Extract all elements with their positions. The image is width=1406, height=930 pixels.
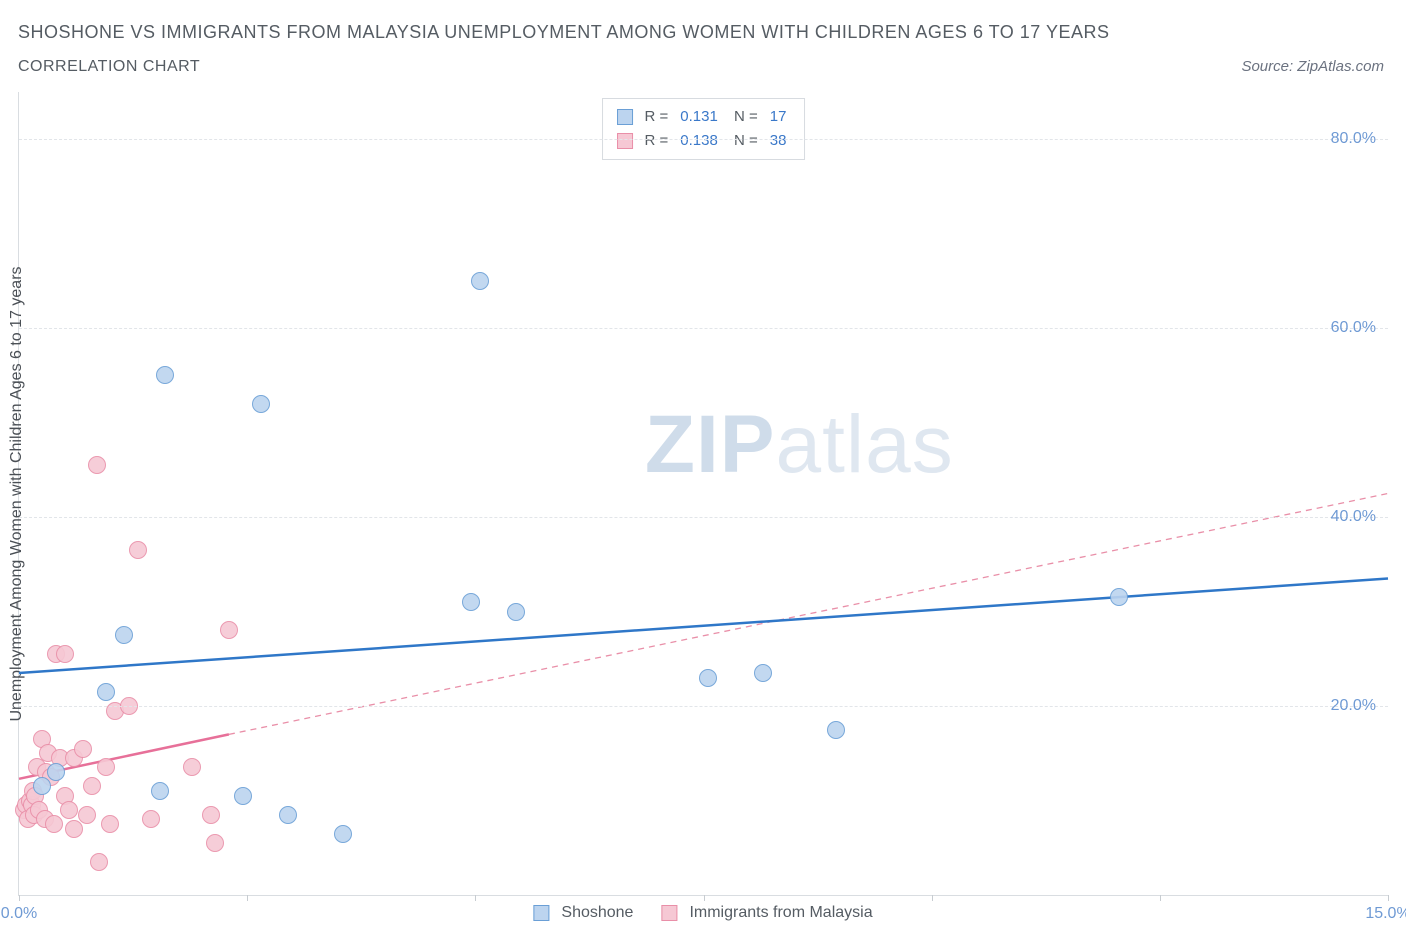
x-tick xyxy=(247,895,248,901)
y-tick-label: 20.0% xyxy=(1331,697,1376,715)
legend-r-label: R = xyxy=(645,105,669,129)
x-tick-label: 0.0% xyxy=(1,905,37,923)
legend-r-value: 0.131 xyxy=(680,105,718,129)
legend-series-label: Shoshone xyxy=(561,904,633,922)
shoshone-point xyxy=(507,603,525,621)
chart-area: Unemployment Among Women with Children A… xyxy=(18,92,1388,896)
shoshone-point xyxy=(827,721,845,739)
legend-r-value: 0.138 xyxy=(680,129,718,153)
malaysia-point xyxy=(60,801,78,819)
x-tick xyxy=(19,895,20,901)
legend-n-label: N = xyxy=(730,105,758,129)
chart-title: SHOSHONE VS IMMIGRANTS FROM MALAYSIA UNE… xyxy=(18,22,1110,43)
legend-swatch xyxy=(533,905,549,921)
gridline xyxy=(19,328,1388,329)
shoshone-point xyxy=(151,782,169,800)
y-tick-label: 80.0% xyxy=(1331,130,1376,148)
legend-n-value: 38 xyxy=(770,129,787,153)
malaysia-point xyxy=(78,806,96,824)
x-tick xyxy=(475,895,476,901)
malaysia-point xyxy=(97,758,115,776)
legend-stat-row: R = 0.138 N = 38 xyxy=(617,129,791,153)
malaysia-point xyxy=(101,815,119,833)
malaysia-point xyxy=(206,834,224,852)
source-label: Source: ZipAtlas.com xyxy=(1241,58,1384,75)
shoshone-point xyxy=(462,593,480,611)
shoshone-point xyxy=(699,669,717,687)
y-tick-label: 60.0% xyxy=(1331,319,1376,337)
x-tick-label: 15.0% xyxy=(1365,905,1406,923)
x-tick xyxy=(932,895,933,901)
x-tick xyxy=(1388,895,1389,901)
malaysia-point xyxy=(90,853,108,871)
malaysia-point xyxy=(183,758,201,776)
malaysia-point xyxy=(65,820,83,838)
y-tick-label: 40.0% xyxy=(1331,508,1376,526)
shoshone-point xyxy=(754,664,772,682)
x-tick xyxy=(1160,895,1161,901)
legend-series-label: Immigrants from Malaysia xyxy=(689,904,872,922)
shoshone-point xyxy=(234,787,252,805)
malaysia-point xyxy=(88,456,106,474)
shoshone-point xyxy=(47,763,65,781)
legend-series-item: Shoshone xyxy=(533,904,633,922)
legend-stat-row: R = 0.131 N = 17 xyxy=(617,105,791,129)
legend-swatch xyxy=(661,905,677,921)
shoshone-point xyxy=(33,777,51,795)
legend-n-value: 17 xyxy=(770,105,787,129)
malaysia-point xyxy=(56,645,74,663)
malaysia-point xyxy=(74,740,92,758)
malaysia-point xyxy=(45,815,63,833)
x-tick xyxy=(704,895,705,901)
legend-stats: R = 0.131 N = 17 R = 0.138 N = 38 xyxy=(602,98,806,160)
chart-subtitle: CORRELATION CHART xyxy=(18,58,200,76)
malaysia-point xyxy=(220,621,238,639)
shoshone-point xyxy=(1110,588,1128,606)
scatter-plot xyxy=(19,92,1388,895)
malaysia-point xyxy=(83,777,101,795)
malaysia-point xyxy=(142,810,160,828)
legend-series: Shoshone Immigrants from Malaysia xyxy=(533,904,872,922)
legend-swatch xyxy=(617,133,633,149)
malaysia-point xyxy=(129,541,147,559)
legend-series-item: Immigrants from Malaysia xyxy=(661,904,872,922)
shoshone-point xyxy=(252,395,270,413)
malaysia-point xyxy=(202,806,220,824)
shoshone-point xyxy=(471,272,489,290)
legend-r-label: R = xyxy=(645,129,669,153)
gridline xyxy=(19,139,1388,140)
gridline xyxy=(19,706,1388,707)
shoshone-point xyxy=(156,366,174,384)
legend-n-label: N = xyxy=(730,129,758,153)
shoshone-point xyxy=(334,825,352,843)
shoshone-point xyxy=(279,806,297,824)
legend-swatch xyxy=(617,109,633,125)
gridline xyxy=(19,517,1388,518)
shoshone-point xyxy=(115,626,133,644)
shoshone-point xyxy=(97,683,115,701)
